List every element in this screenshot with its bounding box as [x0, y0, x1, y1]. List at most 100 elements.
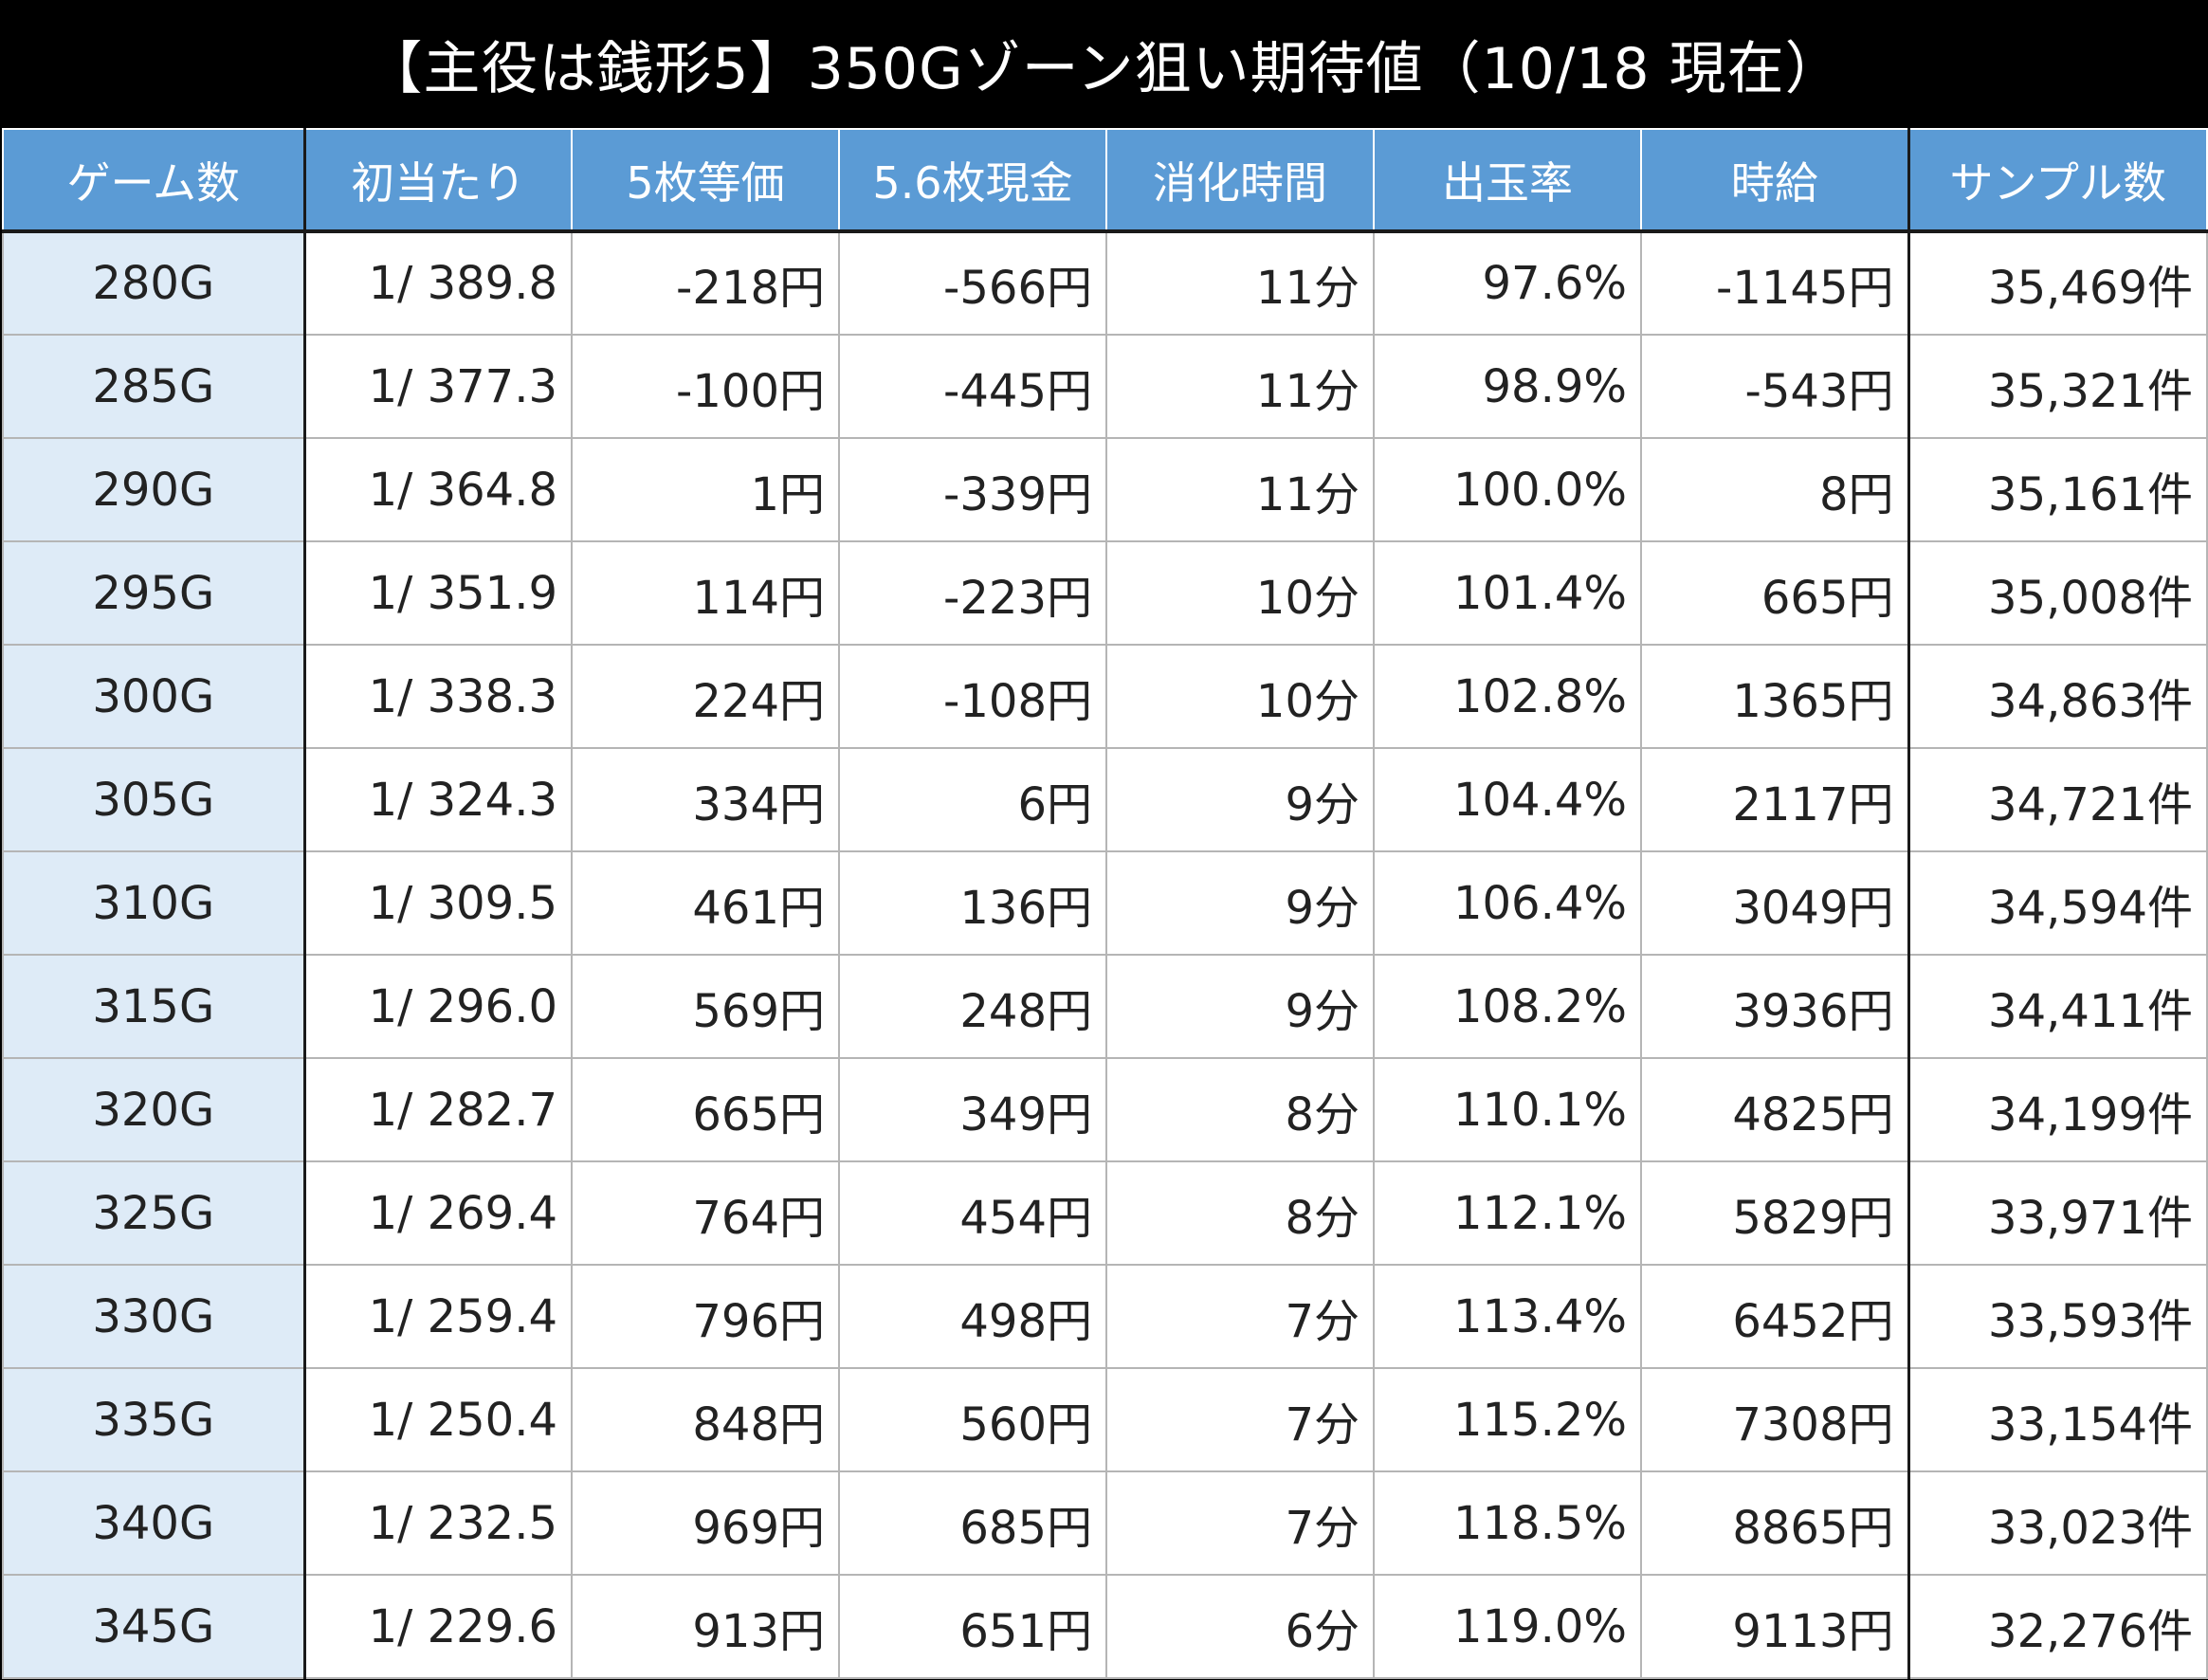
cash-5-6-coin-cell: 349円	[838, 1057, 1107, 1162]
hourly-wage-cell: 4825円	[1640, 1057, 1910, 1162]
hourly-wage-cell: 7308円	[1640, 1367, 1910, 1472]
hourly-wage-cell: 8865円	[1640, 1470, 1910, 1576]
first-hit-cell: 1/ 309.5	[303, 850, 573, 956]
sample-count-cell: 35,469件	[1907, 230, 2208, 336]
game-count-cell: 335G	[2, 1367, 306, 1472]
cash-5-6-coin-cell: -566円	[838, 230, 1107, 336]
hourly-wage-cell: 5829円	[1640, 1160, 1910, 1266]
table-row: 300G 1/ 338.3 224円 -108円 10分 102.8% 1365円 34,86…	[2, 644, 2208, 749]
play-time-cell: 11分	[1105, 230, 1375, 336]
equiv-5-coin-cell: 665円	[571, 1057, 840, 1162]
first-hit-cell: 1/ 250.4	[303, 1367, 573, 1472]
play-time-cell: 9分	[1105, 747, 1375, 852]
equiv-5-coin-cell: 913円	[571, 1574, 840, 1679]
game-count-cell: 330G	[2, 1264, 306, 1369]
first-hit-cell: 1/ 232.5	[303, 1470, 573, 1576]
cash-5-6-coin-cell: 685円	[838, 1470, 1107, 1576]
play-time-cell: 6分	[1105, 1574, 1375, 1679]
play-time-cell: 11分	[1105, 437, 1375, 542]
payout-rate-cell: 102.8%	[1373, 644, 1642, 749]
header-hourly-wage: 時給	[1640, 128, 1910, 233]
first-hit-cell: 1/ 296.0	[303, 954, 573, 1059]
hourly-wage-cell: 9113円	[1640, 1574, 1910, 1679]
play-time-cell: 9分	[1105, 850, 1375, 956]
first-hit-cell: 1/ 229.6	[303, 1574, 573, 1679]
equiv-5-coin-cell: 796円	[571, 1264, 840, 1369]
first-hit-cell: 1/ 351.9	[303, 540, 573, 646]
cash-5-6-coin-cell: 651円	[838, 1574, 1107, 1679]
first-hit-cell: 1/ 269.4	[303, 1160, 573, 1266]
header-game-count: ゲーム数	[2, 128, 306, 233]
cash-5-6-coin-cell: 454円	[838, 1160, 1107, 1266]
game-count-cell: 290G	[2, 437, 306, 542]
header-5-coin-equiv: 5枚等価	[571, 128, 840, 233]
table-body: 280G 1/ 389.8 -218円 -566円 11分 97.6% -1145円 35,4…	[2, 230, 2208, 1679]
table-row: 315G 1/ 296.0 569円 248円 9分 108.2% 3936円 34,411件	[2, 954, 2208, 1059]
payout-rate-cell: 97.6%	[1373, 230, 1642, 336]
sample-count-cell: 33,971件	[1907, 1160, 2208, 1266]
table-row: 325G 1/ 269.4 764円 454円 8分 112.1% 5829円 33,971件	[2, 1160, 2208, 1266]
hourly-wage-cell: -1145円	[1640, 230, 1910, 336]
sample-count-cell: 35,161件	[1907, 437, 2208, 542]
equiv-5-coin-cell: -100円	[571, 334, 840, 439]
payout-rate-cell: 113.4%	[1373, 1264, 1642, 1369]
game-count-cell: 285G	[2, 334, 306, 439]
payout-rate-cell: 110.1%	[1373, 1057, 1642, 1162]
hourly-wage-cell: 1365円	[1640, 644, 1910, 749]
first-hit-cell: 1/ 377.3	[303, 334, 573, 439]
play-time-cell: 7分	[1105, 1264, 1375, 1369]
equiv-5-coin-cell: 969円	[571, 1470, 840, 1576]
first-hit-cell: 1/ 324.3	[303, 747, 573, 852]
cash-5-6-coin-cell: -108円	[838, 644, 1107, 749]
table-row: 280G 1/ 389.8 -218円 -566円 11分 97.6% -1145円 35,4…	[2, 230, 2208, 336]
payout-rate-cell: 108.2%	[1373, 954, 1642, 1059]
payout-rate-cell: 98.9%	[1373, 334, 1642, 439]
table-row: 310G 1/ 309.5 461円 136円 9分 106.4% 3049円 34,594件	[2, 850, 2208, 956]
play-time-cell: 8分	[1105, 1057, 1375, 1162]
expected-value-table: ゲーム数 初当たり 5枚等価 5.6枚現金 消化時間 出玉率 時給 サンプル数 …	[2, 128, 2208, 1679]
cash-5-6-coin-cell: -339円	[838, 437, 1107, 542]
first-hit-cell: 1/ 389.8	[303, 230, 573, 336]
table-row: 305G 1/ 324.3 334円 6円 9分 104.4% 2117円 34,721件	[2, 747, 2208, 852]
equiv-5-coin-cell: 114円	[571, 540, 840, 646]
table-title: 【主役は銭形5】350Gゾーン狙い期待値（10/18 現在）	[365, 36, 1843, 102]
game-count-cell: 340G	[2, 1470, 306, 1576]
payout-rate-cell: 115.2%	[1373, 1367, 1642, 1472]
cash-5-6-coin-cell: -445円	[838, 334, 1107, 439]
table-row: 330G 1/ 259.4 796円 498円 7分 113.4% 6452円 33,593件	[2, 1264, 2208, 1369]
equiv-5-coin-cell: 848円	[571, 1367, 840, 1472]
play-time-cell: 7分	[1105, 1470, 1375, 1576]
cash-5-6-coin-cell: 560円	[838, 1367, 1107, 1472]
game-count-cell: 315G	[2, 954, 306, 1059]
play-time-cell: 10分	[1105, 540, 1375, 646]
table-row: 345G 1/ 229.6 913円 651円 6分 119.0% 9113円 32,276件	[2, 1574, 2208, 1679]
hourly-wage-cell: 2117円	[1640, 747, 1910, 852]
hourly-wage-cell: 6452円	[1640, 1264, 1910, 1369]
first-hit-cell: 1/ 338.3	[303, 644, 573, 749]
game-count-cell: 280G	[2, 230, 306, 336]
cash-5-6-coin-cell: 136円	[838, 850, 1107, 956]
table-row: 295G 1/ 351.9 114円 -223円 10分 101.4% 665円 35,008…	[2, 540, 2208, 646]
hourly-wage-cell: 8円	[1640, 437, 1910, 542]
play-time-cell: 11分	[1105, 334, 1375, 439]
equiv-5-coin-cell: 569円	[571, 954, 840, 1059]
table-row: 320G 1/ 282.7 665円 349円 8分 110.1% 4825円 34,199件	[2, 1057, 2208, 1162]
sample-count-cell: 35,321件	[1907, 334, 2208, 439]
equiv-5-coin-cell: 334円	[571, 747, 840, 852]
payout-rate-cell: 112.1%	[1373, 1160, 1642, 1266]
header-5-6-coin-cash: 5.6枚現金	[838, 128, 1107, 233]
cash-5-6-coin-cell: 6円	[838, 747, 1107, 852]
game-count-cell: 320G	[2, 1057, 306, 1162]
header-sample-count: サンプル数	[1907, 128, 2208, 233]
sample-count-cell: 33,154件	[1907, 1367, 2208, 1472]
table-row: 335G 1/ 250.4 848円 560円 7分 115.2% 7308円 33,154件	[2, 1367, 2208, 1472]
game-count-cell: 295G	[2, 540, 306, 646]
payout-rate-cell: 119.0%	[1373, 1574, 1642, 1679]
game-count-cell: 300G	[2, 644, 306, 749]
header-payout-rate: 出玉率	[1373, 128, 1642, 233]
game-count-cell: 325G	[2, 1160, 306, 1266]
hourly-wage-cell: 3936円	[1640, 954, 1910, 1059]
sample-count-cell: 32,276件	[1907, 1574, 2208, 1679]
payout-rate-cell: 104.4%	[1373, 747, 1642, 852]
